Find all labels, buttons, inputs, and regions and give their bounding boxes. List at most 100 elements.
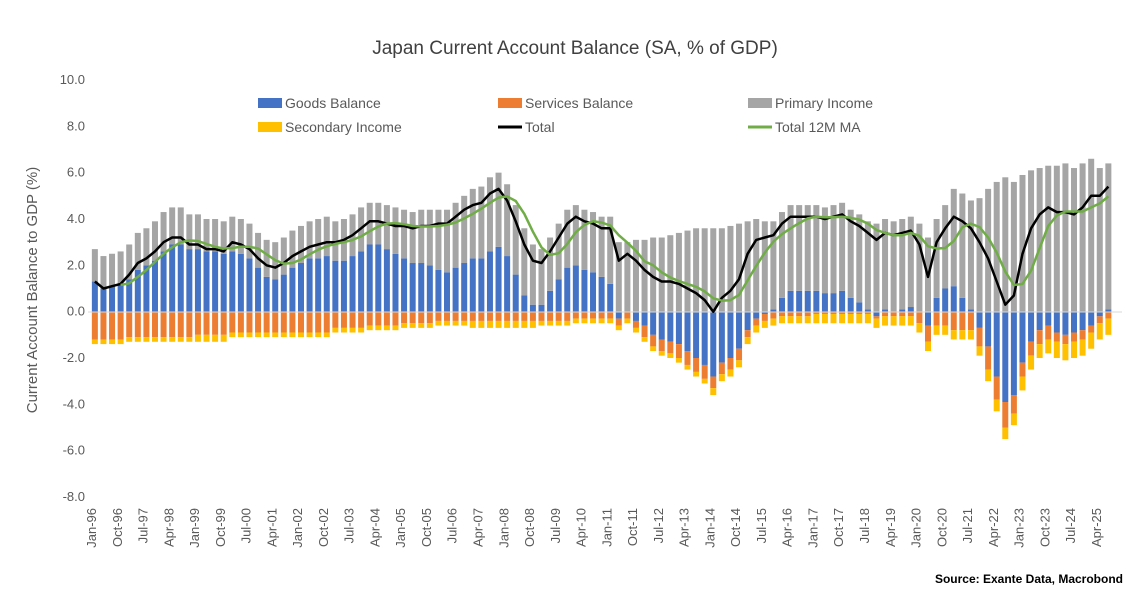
bar-services-balance — [864, 311, 871, 314]
bar-primary-income — [641, 239, 648, 312]
bar-goods-balance — [280, 274, 287, 312]
bar-primary-income — [658, 237, 665, 312]
bar-secondary-income — [547, 320, 554, 326]
bar-primary-income — [710, 228, 717, 312]
bar-secondary-income — [375, 325, 382, 331]
bar-services-balance — [109, 311, 116, 340]
legend-label: Secondary Income — [285, 119, 402, 135]
bar-primary-income — [796, 205, 803, 291]
bar-secondary-income — [143, 337, 150, 342]
bar-secondary-income — [675, 358, 682, 363]
bar-primary-income — [607, 216, 614, 284]
legend-item: Secondary Income — [258, 119, 402, 135]
bar-primary-income — [134, 232, 141, 270]
x-tick-label: Oct-20 — [934, 508, 949, 547]
bar-services-balance — [736, 348, 743, 361]
x-tick-label: Jul-03 — [342, 508, 357, 543]
bar-services-balance — [813, 311, 820, 314]
bar-goods-balance — [813, 290, 820, 312]
bar-goods-balance — [907, 307, 914, 312]
bar-services-balance — [924, 325, 931, 342]
bar-primary-income — [1079, 163, 1086, 312]
bar-secondary-income — [349, 327, 356, 333]
x-tick-label: Oct-99 — [213, 508, 228, 547]
bar-goods-balance — [143, 265, 150, 312]
bar-primary-income — [1019, 174, 1026, 312]
bar-secondary-income — [924, 341, 931, 352]
bar-goods-balance — [444, 272, 451, 312]
bar-services-balance — [1010, 395, 1017, 414]
bar-primary-income — [933, 219, 940, 298]
x-tick-label: Oct-14 — [728, 508, 743, 547]
x-tick-label: Jan-05 — [393, 508, 408, 548]
bar-primary-income — [109, 253, 116, 287]
bar-goods-balance — [134, 269, 141, 312]
bar-goods-balance — [1019, 311, 1026, 363]
source-note: Source: Exante Data, Macrobond — [935, 572, 1123, 586]
bar-primary-income — [452, 202, 459, 268]
bar-primary-income — [967, 200, 974, 310]
bar-primary-income — [461, 195, 468, 264]
bar-secondary-income — [1010, 413, 1017, 426]
legend-swatch — [258, 122, 282, 132]
bar-primary-income — [804, 205, 811, 291]
bar-services-balance — [392, 311, 399, 326]
bar-goods-balance — [1036, 311, 1043, 331]
bar-goods-balance — [332, 260, 339, 312]
bar-services-balance — [796, 311, 803, 317]
bar-services-balance — [383, 311, 390, 326]
bar-goods-balance — [212, 251, 219, 312]
bar-services-balance — [126, 311, 133, 338]
bar-goods-balance — [194, 249, 201, 312]
bar-services-balance — [967, 311, 974, 331]
bar-services-balance — [366, 311, 373, 326]
bar-primary-income — [959, 193, 966, 298]
x-tick-label: Apr-10 — [574, 508, 589, 547]
bar-goods-balance — [323, 256, 330, 312]
bar-services-balance — [91, 311, 98, 340]
bar-primary-income — [315, 219, 322, 259]
bar-secondary-income — [830, 313, 837, 324]
bar-services-balance — [469, 311, 476, 321]
bar-goods-balance — [315, 258, 322, 312]
bar-goods-balance — [246, 258, 253, 312]
legend-item: Total 12M MA — [748, 119, 861, 135]
bar-services-balance — [495, 311, 502, 321]
bar-primary-income — [229, 216, 236, 252]
bar-services-balance — [1028, 341, 1035, 356]
bar-services-balance — [323, 311, 330, 333]
x-tick-label: Apr-01 — [264, 508, 279, 547]
bar-secondary-income — [572, 318, 579, 324]
bar-goods-balance — [632, 311, 639, 321]
x-tick-label: Jan-08 — [496, 508, 511, 548]
bar-primary-income — [1053, 165, 1060, 312]
bar-primary-income — [255, 232, 262, 268]
bar-secondary-income — [409, 323, 416, 328]
bar-primary-income — [186, 214, 193, 250]
bar-services-balance — [555, 311, 562, 321]
bar-goods-balance — [761, 311, 768, 314]
bar-primary-income — [237, 219, 244, 254]
bar-services-balance — [641, 325, 648, 338]
bar-goods-balance — [1010, 311, 1017, 396]
bar-secondary-income — [272, 332, 279, 338]
bar-primary-income — [289, 230, 296, 268]
bar-goods-balance — [495, 246, 502, 312]
bar-services-balance — [581, 311, 588, 319]
legend: Goods Balance Services Balance Primary Inc… — [258, 95, 873, 135]
bar-goods-balance — [718, 311, 725, 363]
bar-primary-income — [478, 186, 485, 259]
bar-primary-income — [864, 221, 871, 310]
bar-primary-income — [203, 219, 210, 252]
bar-services-balance — [916, 311, 923, 324]
x-tick-label: Oct-05 — [419, 508, 434, 547]
bar-primary-income — [650, 237, 657, 312]
x-tick-label: Jul-12 — [651, 508, 666, 543]
bar-secondary-income — [401, 323, 408, 328]
bar-secondary-income — [607, 318, 614, 324]
bar-goods-balance — [933, 297, 940, 312]
legend-swatch — [748, 98, 772, 108]
bar-primary-income — [598, 216, 605, 277]
bar-goods-balance — [985, 311, 992, 347]
legend-label: Total 12M MA — [775, 119, 861, 135]
